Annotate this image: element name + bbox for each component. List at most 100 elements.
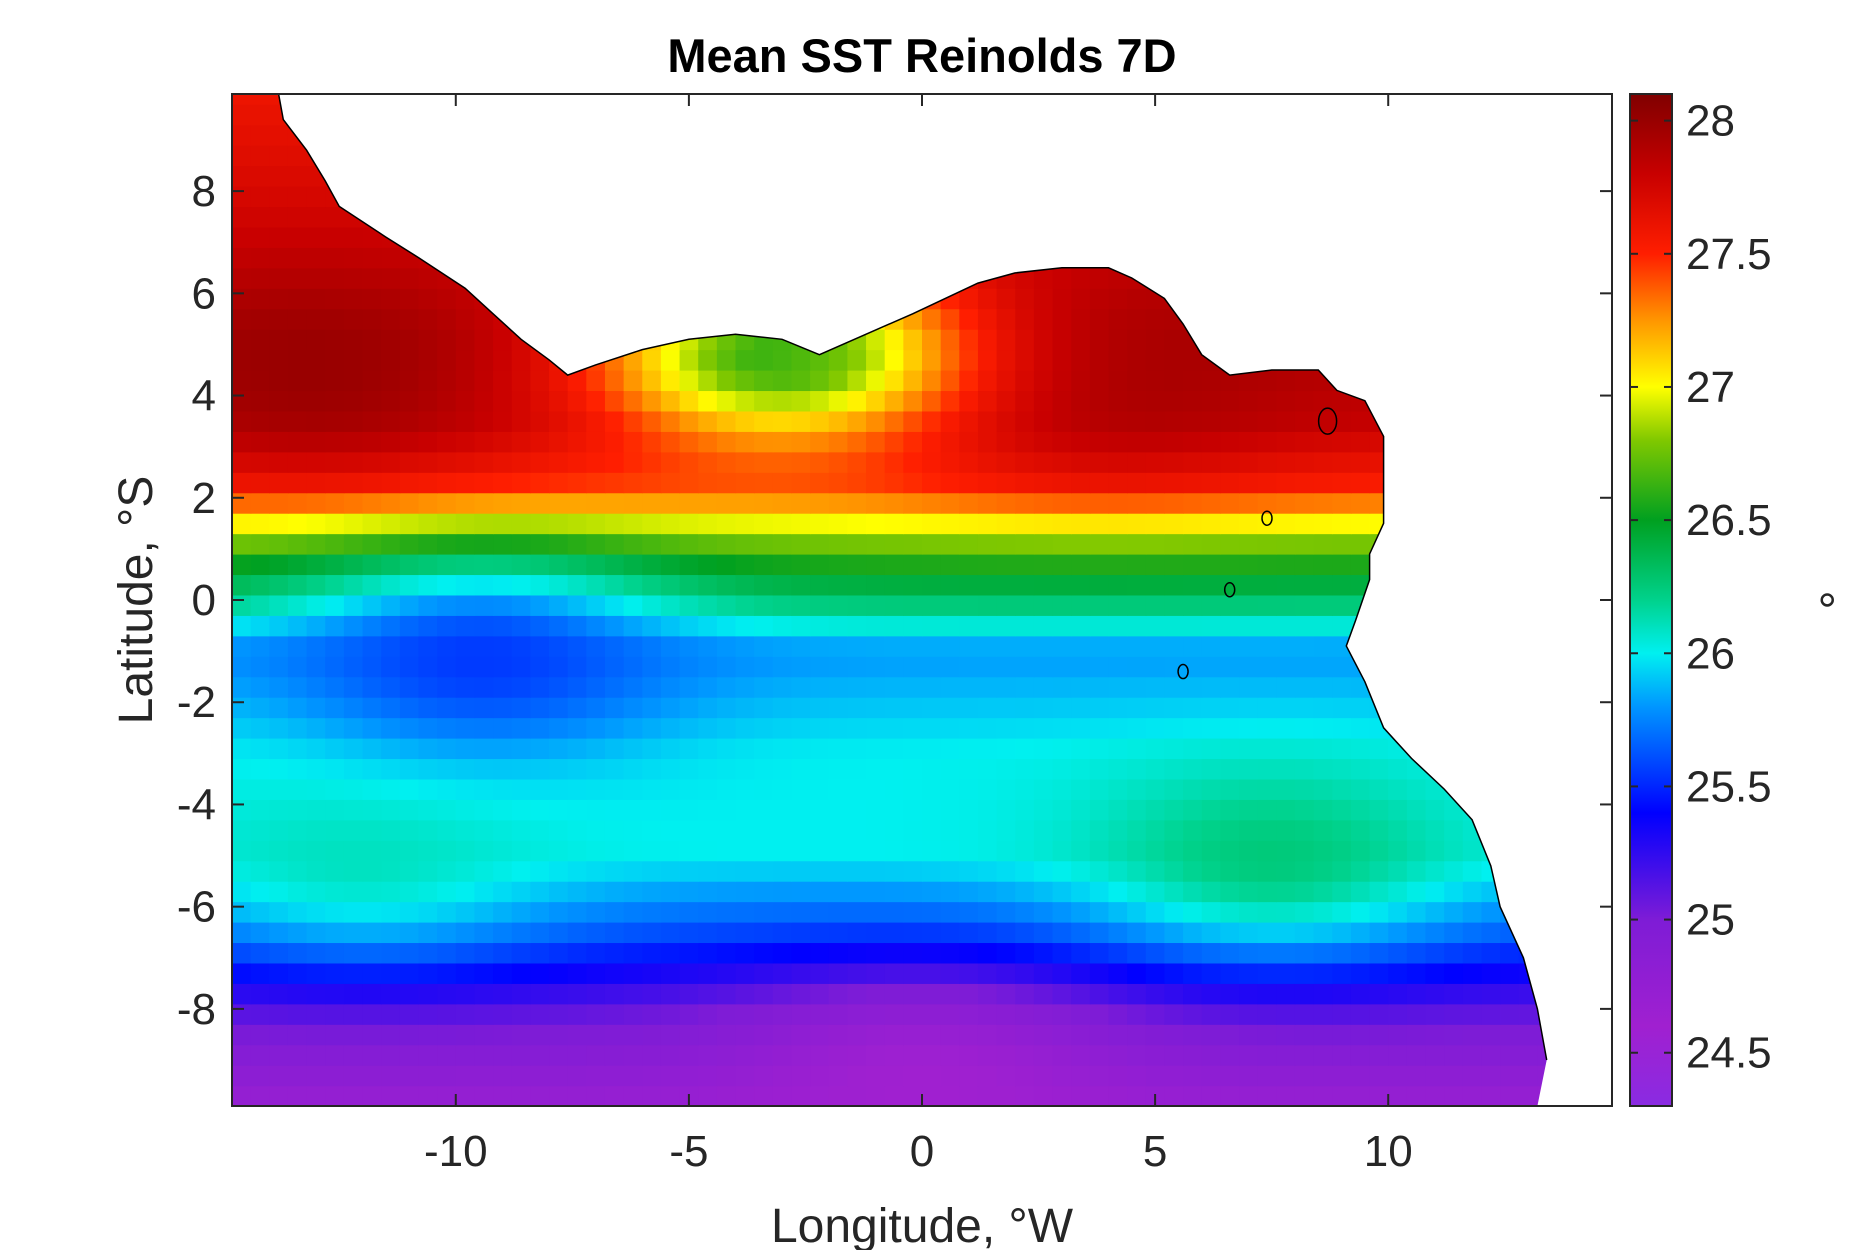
heatmap-cell (474, 410, 494, 432)
heatmap-cell (418, 615, 438, 637)
heatmap-cell (493, 962, 513, 984)
heatmap-cell (232, 288, 252, 310)
heatmap-cell (1518, 1065, 1539, 1087)
heatmap-cell (642, 615, 662, 637)
heatmap-cell (1369, 1044, 1389, 1066)
heatmap-cell (232, 922, 252, 944)
heatmap-cell (455, 983, 476, 1005)
heatmap-cell (828, 533, 849, 555)
heatmap-cell (381, 472, 401, 494)
heatmap-cell (1089, 472, 1110, 494)
heatmap-cell (1015, 329, 1035, 351)
heatmap-cell (1201, 697, 1221, 719)
heatmap-cell (1201, 1024, 1221, 1046)
heatmap-cell (660, 962, 681, 984)
heatmap-cell (287, 431, 308, 453)
heatmap-cell (1183, 349, 1203, 371)
heatmap-cell (437, 533, 457, 555)
heatmap-cell (604, 451, 625, 473)
heatmap-cell (623, 1085, 643, 1106)
heatmap-cell (996, 717, 1016, 739)
heatmap-cell (418, 574, 438, 596)
heatmap-cell (250, 1003, 270, 1025)
heatmap-cell (287, 288, 308, 310)
heatmap-cell (437, 513, 457, 535)
heatmap-cell (716, 738, 737, 760)
heatmap-cell (1276, 778, 1296, 800)
heatmap-cell (362, 1044, 382, 1066)
heatmap-cell (567, 860, 587, 882)
heatmap-cell (698, 860, 718, 882)
heatmap-cell (1239, 492, 1259, 514)
heatmap-cell (679, 922, 699, 944)
heatmap-cell (362, 329, 382, 351)
heatmap-cell (232, 962, 252, 984)
heatmap-cell (511, 472, 531, 494)
heatmap-cell (716, 451, 737, 473)
heatmap-cell (250, 390, 270, 412)
heatmap-cell (549, 778, 569, 800)
heatmap-cell (623, 472, 643, 494)
heatmap-cell (716, 656, 737, 678)
heatmap-cell (847, 901, 867, 923)
heatmap-cell (810, 778, 830, 800)
heatmap-cell (922, 492, 942, 514)
heatmap-cell (735, 656, 755, 678)
heatmap-cell (1462, 1024, 1483, 1046)
heatmap-cell (1332, 983, 1352, 1005)
heatmap-cell (604, 574, 625, 596)
heatmap-cell (642, 819, 662, 841)
heatmap-cell (306, 1065, 326, 1087)
heatmap-cell (1239, 738, 1259, 760)
heatmap-cell (418, 1085, 438, 1106)
heatmap-cell (623, 983, 643, 1005)
heatmap-cell (586, 881, 606, 903)
heatmap-cell (1388, 758, 1408, 780)
heatmap-cell (903, 472, 923, 494)
heatmap-cell (567, 881, 587, 903)
heatmap-cell (698, 1044, 718, 1066)
heatmap-cell (660, 1003, 681, 1025)
heatmap-cell (623, 860, 643, 882)
heatmap-cell (922, 615, 942, 637)
heatmap-cell (1052, 1085, 1072, 1106)
heatmap-cell (1444, 962, 1464, 984)
heatmap-cell (1052, 635, 1072, 657)
heatmap-cell (511, 860, 531, 882)
heatmap-cell (1294, 410, 1315, 432)
heatmap-cell (343, 513, 364, 535)
heatmap-cell (474, 901, 494, 923)
heatmap-cell (1127, 778, 1147, 800)
heatmap-cell (1033, 554, 1054, 576)
heatmap-cell (250, 513, 270, 535)
heatmap-cell (940, 717, 960, 739)
heatmap-cell (716, 962, 737, 984)
heatmap-cell (828, 554, 849, 576)
heatmap-cell (1108, 1085, 1128, 1106)
heatmap-cell (1183, 758, 1203, 780)
heatmap-cell (287, 349, 308, 371)
heatmap-cell (250, 1085, 270, 1106)
heatmap-cell (754, 962, 774, 984)
heatmap-cell (735, 1044, 755, 1066)
heatmap-cell (996, 840, 1016, 862)
heatmap-cell (549, 881, 569, 903)
heatmap-cell (1276, 799, 1296, 821)
heatmap-cell (343, 451, 364, 473)
heatmap-cell (287, 656, 308, 678)
heatmap-cell (679, 656, 699, 678)
heatmap-cell (1332, 942, 1352, 964)
heatmap-cell (1183, 594, 1203, 616)
heatmap-cell (530, 738, 550, 760)
heatmap-cell (884, 819, 904, 841)
heatmap-cell (1015, 451, 1035, 473)
heatmap-cell (1425, 942, 1445, 964)
heatmap-cell (1500, 962, 1520, 984)
heatmap-cell (642, 1003, 662, 1025)
heatmap-cell (698, 1065, 718, 1087)
heatmap-cell (418, 533, 438, 555)
heatmap-cell (511, 574, 531, 596)
heatmap-cell (343, 226, 364, 248)
heatmap-cell (493, 1085, 513, 1106)
heatmap-cell (1164, 431, 1184, 453)
